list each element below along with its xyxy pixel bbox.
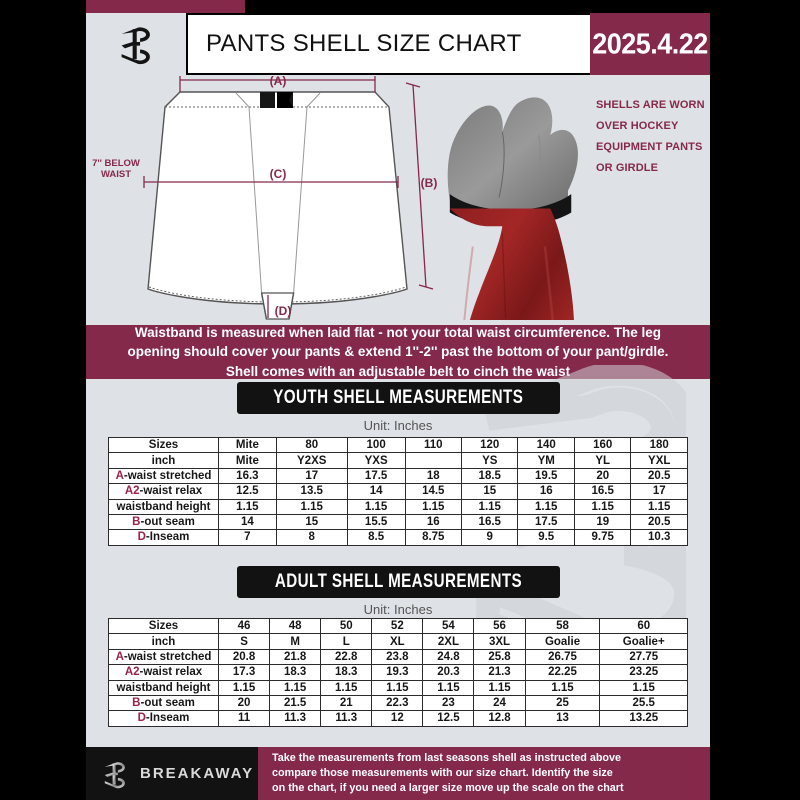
svg-text:WAIST: WAIST (101, 169, 131, 180)
svg-text:(B): (B) (421, 176, 438, 190)
svg-text:7'' BELOW: 7'' BELOW (92, 158, 140, 169)
svg-text:(D): (D) (275, 304, 292, 318)
svg-text:(A): (A) (270, 75, 287, 88)
svg-text:(C): (C) (270, 167, 287, 181)
